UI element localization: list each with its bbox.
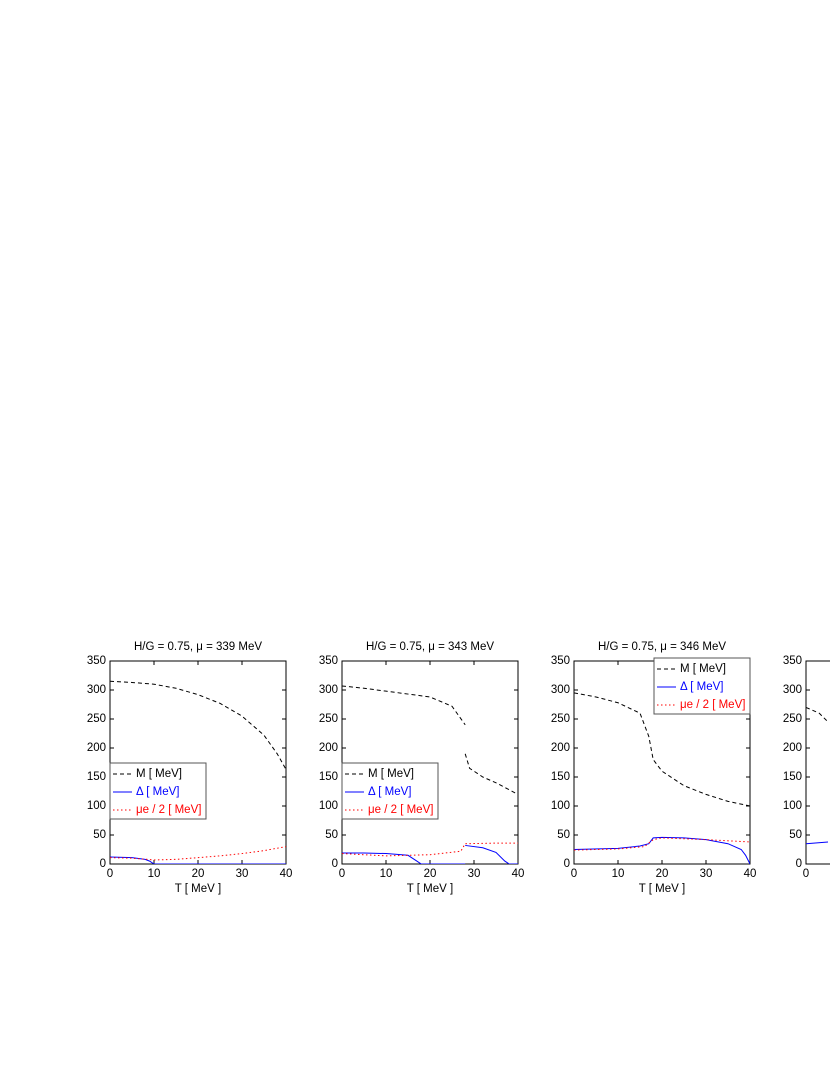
y-tick-label: 350 — [87, 655, 106, 667]
y-tick-label: 300 — [551, 684, 570, 696]
y-tick-label: 0 — [100, 858, 106, 870]
x-tick-label: 10 — [612, 868, 625, 880]
x-axis-label: T [ MeV ] — [639, 883, 685, 895]
plot-area — [574, 692, 750, 864]
y-tick-label: 100 — [319, 800, 338, 812]
plot-frame — [805, 660, 830, 865]
y-tick-label: 50 — [93, 829, 106, 841]
y-tick-label: 250 — [783, 713, 802, 725]
legend-label: Δ [ MeV] — [680, 681, 723, 693]
legend-label: Δ [ MeV] — [368, 786, 411, 798]
series-line — [342, 842, 518, 857]
y-tick-label: 200 — [783, 742, 802, 754]
y-tick-label: 100 — [551, 800, 570, 812]
y-tick-label: 250 — [319, 713, 338, 725]
y-tick-label: 0 — [564, 858, 570, 870]
y-tick-label: 0 — [796, 858, 802, 870]
y-tick-label: 350 — [783, 655, 802, 667]
plot-area — [110, 680, 286, 864]
y-tick-label: 300 — [87, 684, 106, 696]
x-tick-label: 30 — [236, 868, 249, 880]
y-tick-label: 50 — [557, 829, 570, 841]
x-tick-label: 30 — [468, 868, 481, 880]
x-tick-label: 0 — [803, 868, 809, 880]
legend-label: μe / 2 [ MeV] — [680, 699, 745, 711]
x-tick-label: 20 — [192, 868, 205, 880]
series-line — [574, 836, 750, 864]
y-tick-label: 350 — [319, 655, 338, 667]
series-line — [110, 846, 286, 861]
y-tick-label: 250 — [87, 713, 106, 725]
x-axis-label: T [ MeV ] — [175, 883, 221, 895]
series-line — [342, 844, 518, 864]
y-tick-label: 300 — [319, 684, 338, 696]
legend-label: Δ [ MeV] — [136, 786, 179, 798]
x-tick-label: 10 — [380, 868, 393, 880]
x-tick-label: 0 — [107, 868, 113, 880]
x-tick-label: 30 — [700, 868, 713, 880]
legend-label: M [ MeV] — [680, 663, 726, 675]
y-tick-label: 250 — [551, 713, 570, 725]
y-tick-label: 0 — [332, 858, 338, 870]
legend-label: M [ MeV] — [136, 768, 182, 780]
y-tick-label: 350 — [551, 655, 570, 667]
series-line — [806, 841, 829, 845]
chart-title: H/G = 0.75, μ = 343 MeV — [366, 641, 494, 653]
x-tick-label: 20 — [656, 868, 669, 880]
x-tick-label: 20 — [424, 868, 437, 880]
x-tick-label: 0 — [339, 868, 345, 880]
plot-area — [806, 706, 829, 845]
y-tick-label: 150 — [319, 771, 338, 783]
y-tick-label: 100 — [783, 800, 802, 812]
x-tick-label: 40 — [744, 868, 757, 880]
x-tick-label: 10 — [148, 868, 161, 880]
y-tick-label: 150 — [87, 771, 106, 783]
x-tick-label: 0 — [571, 868, 577, 880]
y-tick-label: 100 — [87, 800, 106, 812]
x-tick-label: 40 — [512, 868, 525, 880]
y-tick-label: 200 — [551, 742, 570, 754]
y-tick-label: 200 — [319, 742, 338, 754]
series-line — [110, 680, 286, 770]
x-tick-label: 40 — [280, 868, 293, 880]
legend-box — [653, 657, 751, 715]
chart-title: H/G = 0.75, μ = 346 MeV — [598, 641, 726, 653]
legend-label: M [ MeV] — [368, 768, 414, 780]
legend-label: μe / 2 [ MeV] — [136, 804, 201, 816]
series-line — [806, 706, 829, 723]
y-tick-label: 50 — [325, 829, 338, 841]
plot-area — [342, 685, 518, 864]
y-tick-label: 50 — [789, 829, 802, 841]
chart-title: H/G = 0.75, μ = 339 MeV — [134, 641, 262, 653]
y-tick-label: 300 — [783, 684, 802, 696]
x-axis-label: T [ MeV ] — [407, 883, 453, 895]
series-line — [342, 685, 518, 795]
series-line — [574, 692, 750, 807]
y-tick-label: 200 — [87, 742, 106, 754]
y-tick-label: 150 — [551, 771, 570, 783]
y-tick-label: 150 — [783, 771, 802, 783]
legend-label: μe / 2 [ MeV] — [368, 804, 433, 816]
series-line — [574, 837, 750, 851]
